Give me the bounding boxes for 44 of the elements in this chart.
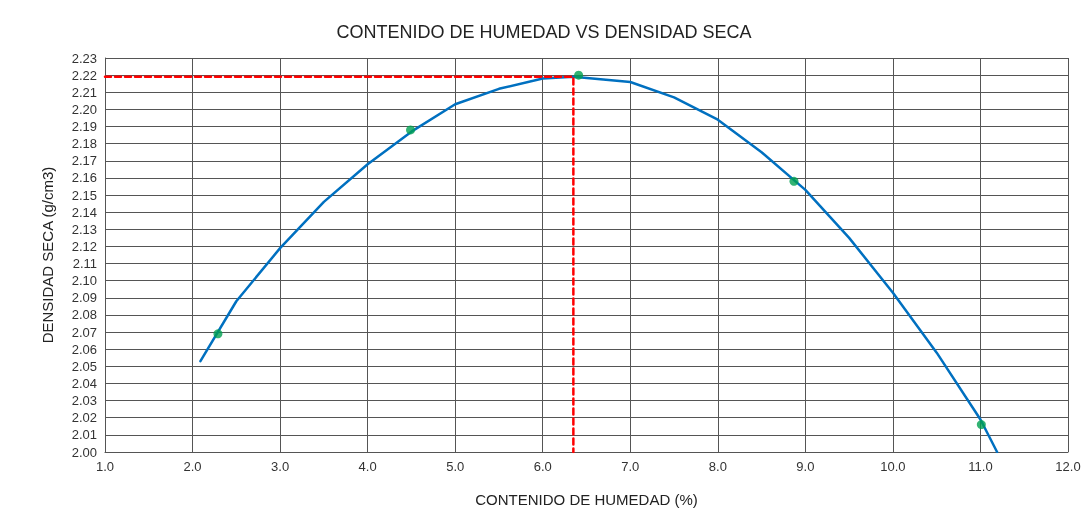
y-tick-label: 2.11 <box>72 256 97 272</box>
x-tick-label: 1.0 <box>95 459 115 474</box>
point <box>213 329 223 339</box>
y-tick-label: 2.10 <box>71 273 97 289</box>
x-tick-label: 12.0 <box>1055 459 1081 474</box>
y-tick-label: 2.09 <box>71 290 97 306</box>
y-tick-label: 2.01 <box>71 427 97 443</box>
y-tick-label: 2.00 <box>71 444 97 460</box>
y-tick-label: 2.04 <box>71 375 97 391</box>
y-tick-label: 2.12 <box>71 238 97 254</box>
y-tick-label: 2.07 <box>71 324 97 340</box>
x-tick-label: 6.0 <box>533 459 552 474</box>
x-tick-label: 5.0 <box>446 459 465 474</box>
y-tick-label: 2.19 <box>71 119 97 135</box>
x-tick-label: 10.0 <box>880 459 906 474</box>
y-tick-label: 2.13 <box>71 221 97 237</box>
y-tick-label: 2.17 <box>71 153 97 169</box>
point <box>406 125 416 135</box>
x-tick-label: 4.0 <box>358 459 377 474</box>
x-tick-label: 9.0 <box>796 459 815 474</box>
y-tick-label: 2.03 <box>71 393 97 409</box>
x-tick-label: 7.0 <box>621 459 640 474</box>
chart-title: CONTENIDO DE HUMEDAD VS DENSIDAD SECA <box>336 22 752 42</box>
point <box>574 70 584 80</box>
y-tick-label: 2.05 <box>71 358 97 374</box>
y-tick-label: 2.18 <box>71 136 97 152</box>
y-tick-label: 2.23 <box>71 50 97 66</box>
x-tick-label: 2.0 <box>183 459 202 474</box>
y-tick-label: 2.22 <box>71 67 97 83</box>
x-axis-title: CONTENIDO DE HUMEDAD (%) <box>475 491 698 508</box>
x-tick-label: 8.0 <box>708 459 727 474</box>
x-tick-label: 3.0 <box>271 459 290 474</box>
y-tick-label: 2.08 <box>71 307 97 323</box>
x-tick-label: 11.0 <box>968 459 993 474</box>
y-tick-label: 2.15 <box>71 187 97 203</box>
y-tick-label: 2.06 <box>71 341 97 357</box>
y-axis-title: DENSIDAD SECA (g/cm3) <box>39 166 56 344</box>
point <box>789 176 799 186</box>
point <box>976 420 986 430</box>
y-tick-label: 2.20 <box>71 101 97 117</box>
y-tick-label: 2.21 <box>71 84 97 100</box>
y-tick-label: 2.14 <box>71 204 97 220</box>
y-tick-label: 2.02 <box>71 410 97 426</box>
y-tick-label: 2.16 <box>71 170 97 186</box>
